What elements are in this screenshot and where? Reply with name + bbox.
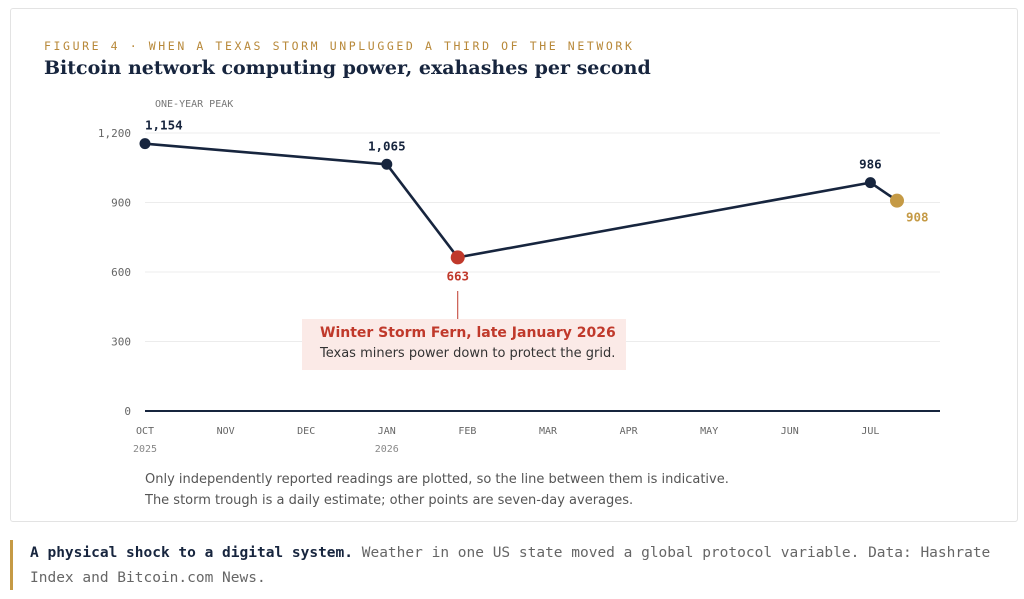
data-label: 908	[906, 210, 929, 225]
y-tick-label: 900	[111, 197, 131, 210]
axis-layer: 0 300 600 900 1,200 OCT 2025 NOV DEC JAN 2026 FEB MA…	[98, 127, 940, 455]
x-tick-label: NOV	[217, 426, 235, 437]
data-point	[864, 177, 876, 189]
y-tick-label: 300	[111, 336, 131, 349]
y-tick-label: 0	[124, 405, 131, 418]
x-tick-label: JUL	[861, 426, 879, 437]
figure-card	[10, 8, 1018, 522]
x-tick-label: MAY	[700, 426, 718, 437]
data-point	[889, 193, 904, 208]
grid-layer	[145, 132, 940, 342]
callout-title: Winter Storm Fern, late January 2026	[320, 325, 616, 341]
data-label: 986	[859, 157, 882, 172]
chart-title: Bitcoin network computing power, exahash…	[44, 57, 651, 79]
figure-caption: A physical shock to a digital system. We…	[30, 541, 1010, 591]
caption-accent-bar	[10, 540, 13, 590]
x-tick-label: APR	[620, 426, 639, 437]
x-tick-year: 2025	[133, 444, 157, 455]
label-layer: 1,154 1,065 663 986 908 ONE-YEAR PEAK	[145, 99, 929, 283]
figure-eyebrow: FIGURE 4 · WHEN A TEXAS STORM UNPLUGGED …	[44, 39, 635, 53]
x-tick-label: JUN	[781, 426, 799, 437]
peak-label: ONE-YEAR PEAK	[155, 99, 233, 110]
x-tick-year: 2026	[375, 444, 399, 455]
x-tick-label: JAN	[378, 426, 396, 437]
caption-text: Weather in one US state moved a global p…	[30, 545, 991, 586]
caption-lead: A physical shock to a digital system.	[30, 545, 354, 561]
chart-note-1: Only independently reported readings are…	[145, 472, 729, 487]
chart-note-2: The storm trough is a daily estimate; ot…	[145, 493, 634, 508]
x-tick-label: OCT	[136, 426, 154, 437]
x-tick-label: DEC	[297, 426, 315, 437]
line-layer	[144, 142, 898, 319]
callout-text: Texas miners power down to protect the g…	[320, 346, 616, 361]
data-label: 1,065	[368, 138, 406, 153]
y-tick-label: 600	[111, 266, 131, 279]
series-line	[144, 142, 871, 259]
data-point	[381, 158, 393, 170]
y-tick-label: 1,200	[98, 127, 131, 140]
data-point	[139, 138, 151, 150]
x-tick-label: MAR	[539, 426, 558, 437]
data-label: 663	[446, 268, 469, 283]
x-tick-label: FEB	[458, 426, 476, 437]
point-layer	[139, 138, 904, 265]
data-point	[450, 250, 465, 265]
data-label: 1,154	[145, 118, 183, 133]
storm-callout: Winter Storm Fern, late January 2026 Tex…	[302, 319, 626, 370]
